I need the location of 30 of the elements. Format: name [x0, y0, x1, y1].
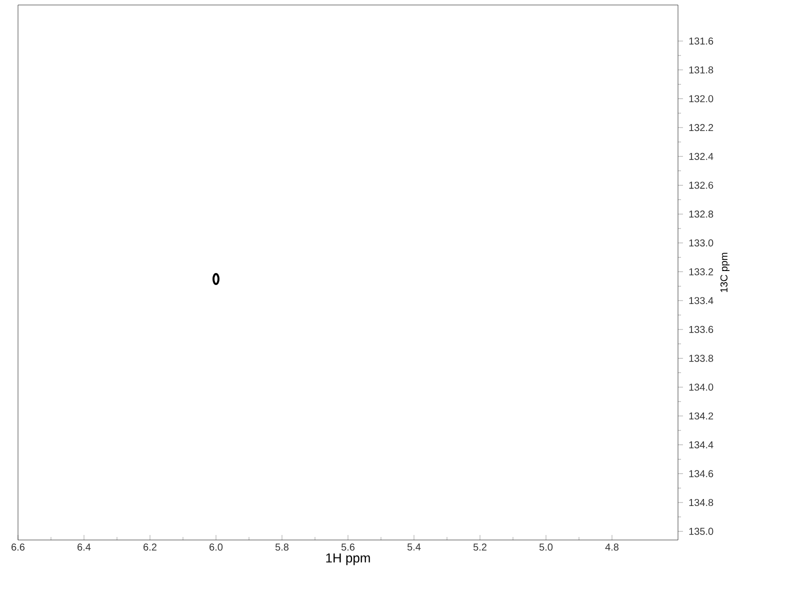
- y-tick-label: 131.6: [689, 38, 714, 45]
- y-tick-label: 132.2: [689, 124, 714, 132]
- x-tick-label: 6.6: [12, 544, 25, 551]
- y-tick-label: 132.8: [689, 210, 714, 218]
- y-tick-label: 133.0: [689, 239, 714, 246]
- x-tick-label: 6.0: [210, 544, 223, 551]
- x-tick-label: 6.2: [144, 544, 156, 551]
- x-tick-label: 5.6: [341, 544, 355, 551]
- y-tick-label: 135.0: [689, 528, 714, 535]
- y-tick-label: 134.4: [689, 441, 714, 448]
- x-tick-label: 5.0: [539, 544, 553, 551]
- y-tick-label: 134.0: [689, 384, 714, 391]
- x-tick-label: 5.4: [407, 544, 421, 550]
- y-tick-label: 134.2: [689, 412, 714, 420]
- x-tick-label: 4.8: [605, 544, 619, 551]
- x-tick-label: 6.4: [78, 544, 91, 551]
- x-axis-title: 1H ppm: [326, 553, 370, 566]
- y-tick-label: 132.4: [689, 152, 714, 160]
- y-tick-label: 133.6: [689, 326, 714, 333]
- y-tick-label: 132.6: [689, 182, 714, 189]
- y-tick-label: 133.2: [689, 268, 714, 276]
- y-tick-label: 133.4: [689, 297, 714, 304]
- x-tick-label: 5.8: [275, 544, 289, 551]
- y-tick-label: 131.8: [689, 66, 714, 74]
- y-axis-title: 13C ppm: [720, 252, 730, 292]
- y-tick-label: 132.0: [689, 95, 714, 102]
- x-tick-label: 5.2: [473, 544, 486, 551]
- y-tick-label: 134.6: [689, 470, 714, 478]
- y-tick-label: 134.8: [689, 498, 714, 506]
- y-tick-label: 133.8: [689, 354, 714, 362]
